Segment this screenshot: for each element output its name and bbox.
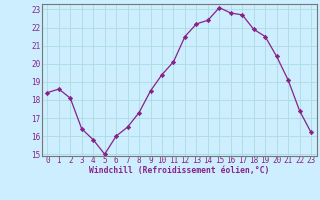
X-axis label: Windchill (Refroidissement éolien,°C): Windchill (Refroidissement éolien,°C) xyxy=(89,166,269,175)
